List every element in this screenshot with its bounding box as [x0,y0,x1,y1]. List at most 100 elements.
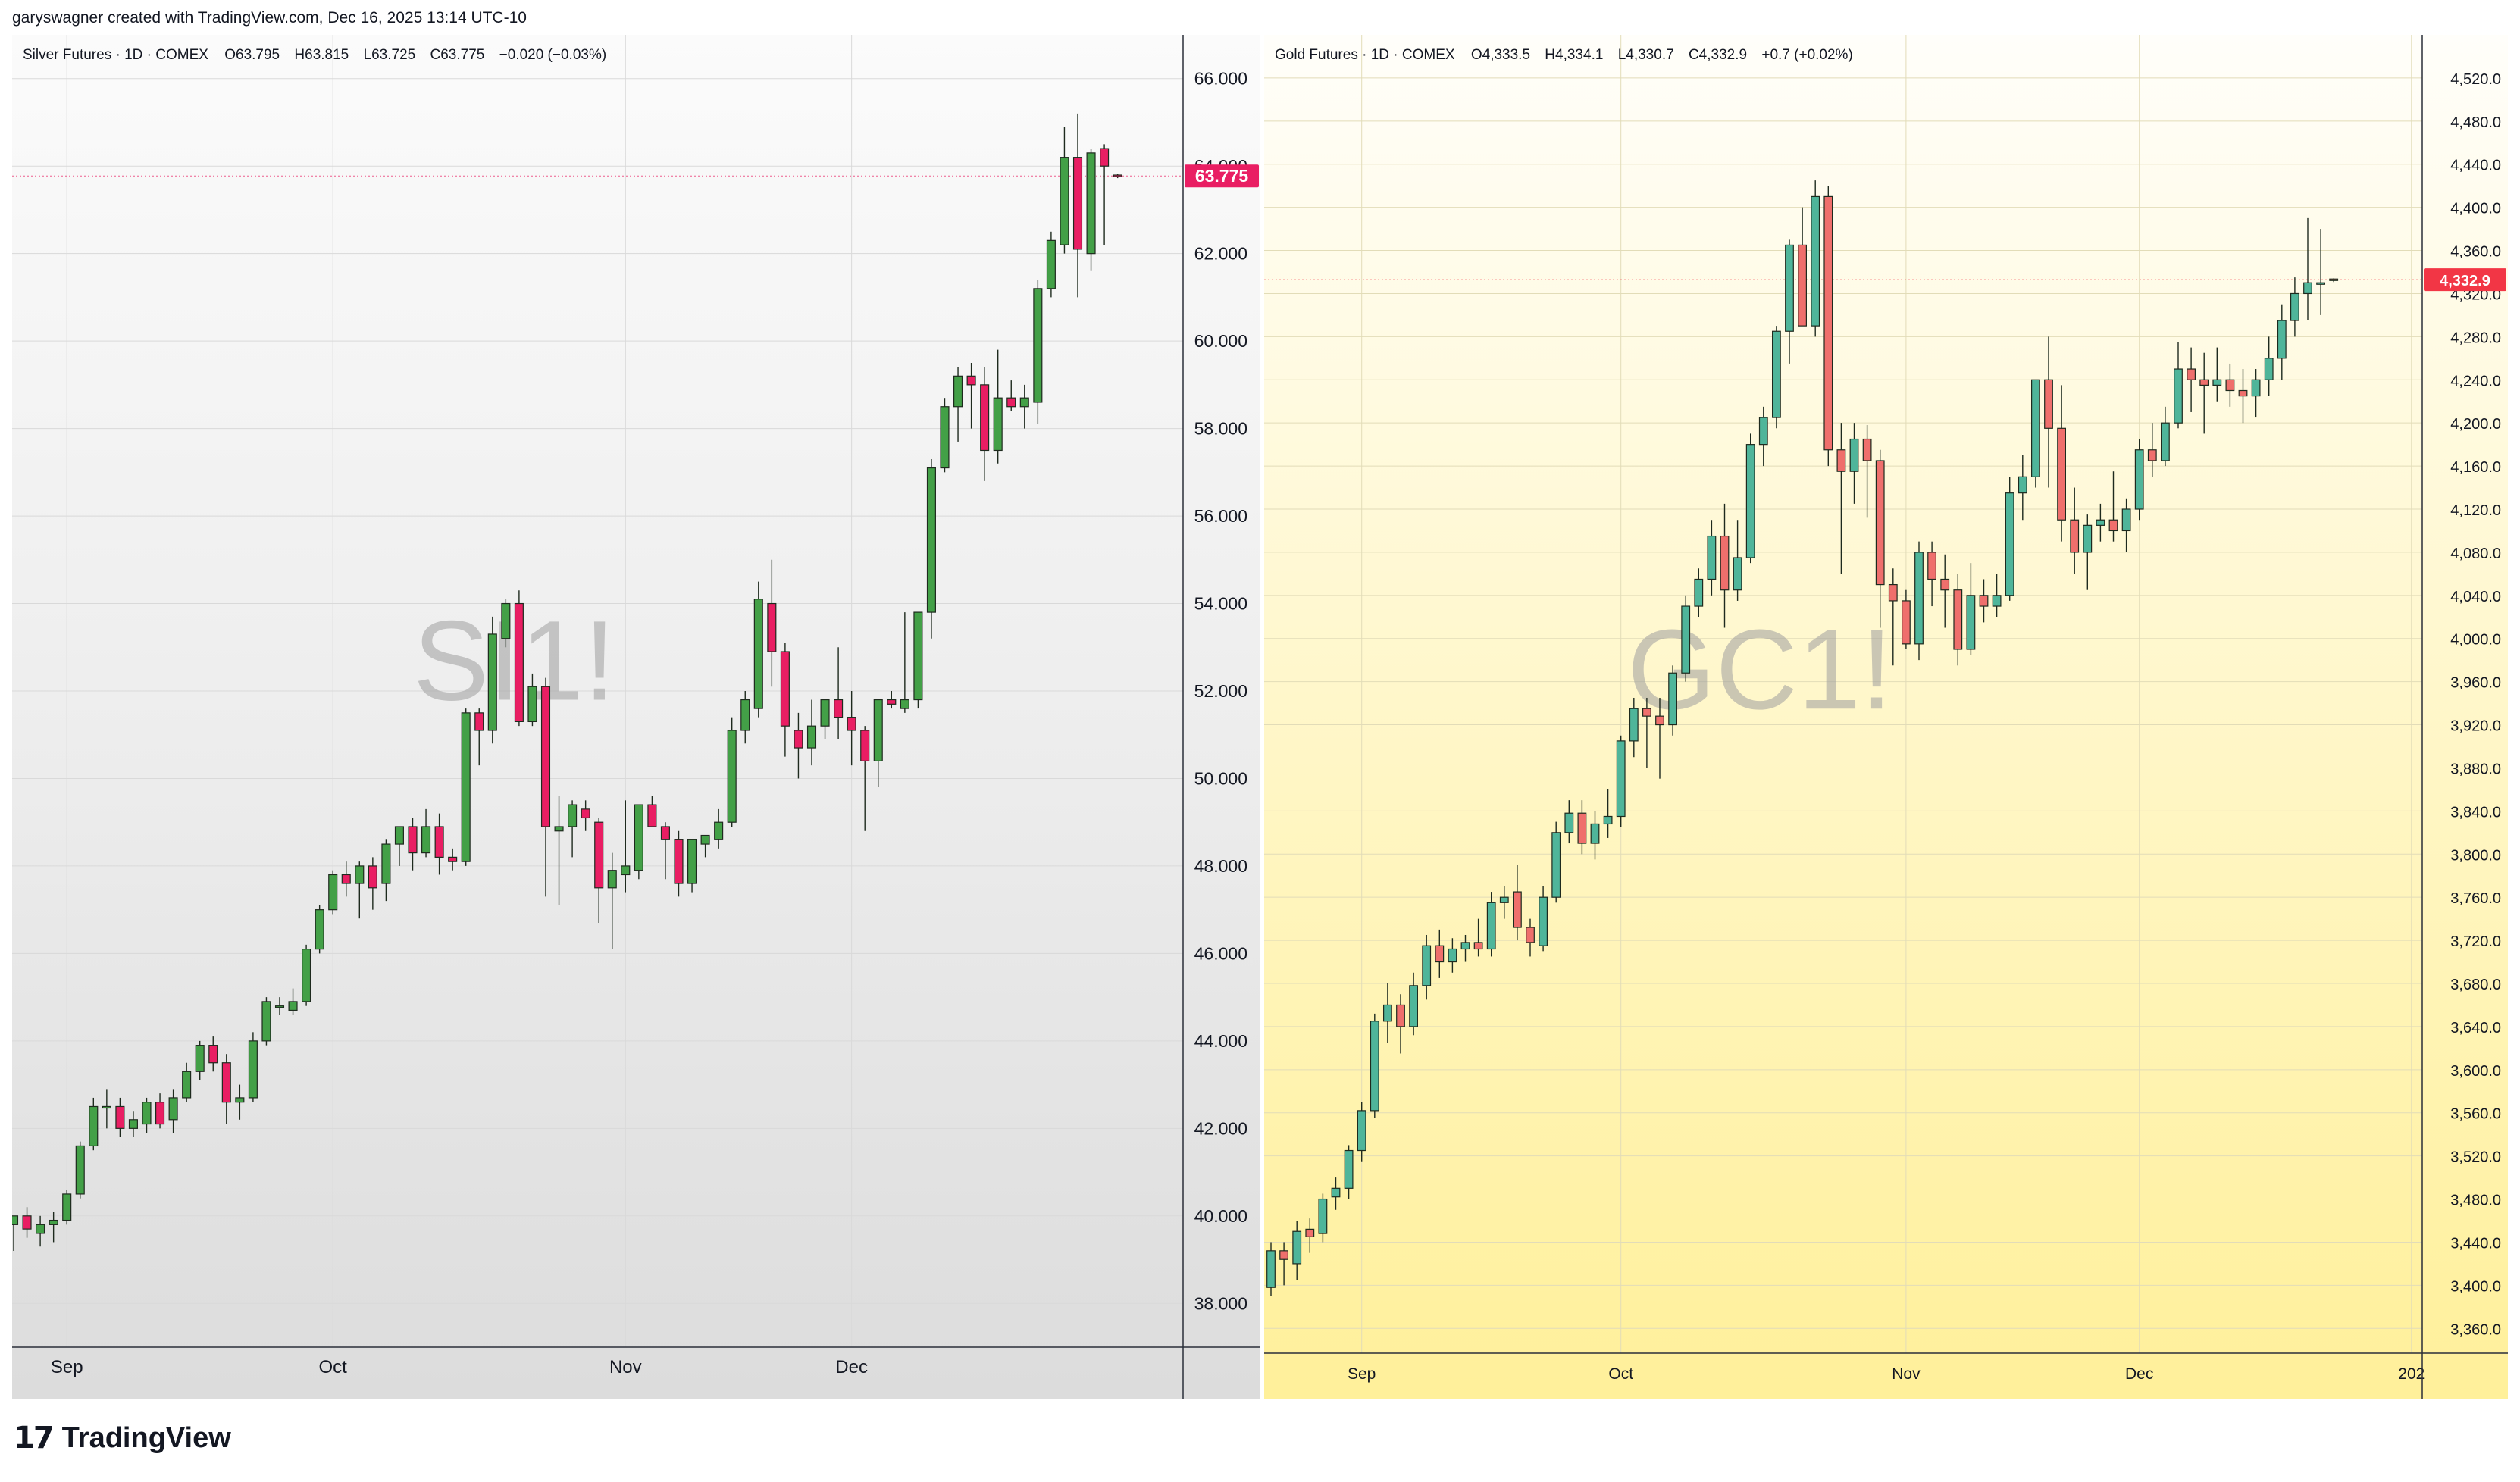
candle-body [1113,174,1122,177]
candle-body [501,602,511,639]
candle-body [1460,942,1470,950]
last-price-label: 4,332.9 [2440,273,2490,289]
gold-chart-svg[interactable]: 3,360.0 3,400.0 3,440.0 3,480.0 3,520.0 3,560… [1264,35,2508,1399]
silver-chart-svg[interactable]: 38.000 40.000 42.000 44.000 46.000 48.000 50.0… [12,35,1260,1399]
candle-body [394,826,404,845]
candle-body [248,1040,258,1099]
candle-body [1473,942,1483,950]
candle-body [274,1005,285,1008]
candle-body [381,843,391,884]
candle-body [1279,1250,1289,1260]
candle-body [2083,524,2093,553]
watermark-text: SI1! [413,597,615,724]
candle-body [1745,444,1755,558]
last-price-tag [1185,164,1259,188]
candle-body [887,699,897,705]
candle-body [315,909,324,950]
candle-body [1344,1149,1354,1189]
candle-body [1785,244,1794,332]
candle-body [1072,157,1083,250]
silver-legend-high: H63.815 [294,47,349,63]
candle-body [1901,600,1911,645]
x-tick-label: Oct [319,1357,348,1377]
candle-body [727,730,737,823]
y-tick-label: 4,240.0 [2450,373,2501,389]
candle-body [900,699,909,709]
candle-body [1551,832,1561,898]
y-tick-label: 4,400.0 [2450,201,2501,217]
x-tick-label: Nov [1892,1365,1921,1383]
candle-body [355,865,365,884]
candle-body [2329,278,2339,281]
gold-legend-open: O4,333.5 [1470,47,1531,63]
gold-chart-panel[interactable]: 3,360.0 3,400.0 3,440.0 3,480.0 3,520.0 3,560… [1264,35,2508,1399]
candle-body [1733,557,1742,591]
candle-body [1655,715,1664,726]
candle-body [1798,244,1808,327]
candle-body [1771,330,1781,418]
candle-body [1811,195,1820,327]
candle-body [700,834,710,845]
gold-legend: Gold Futures · 1D · COMEX O4,333.5 H4,33… [1275,47,1853,64]
gold-legend-title: Gold Futures · 1D · COMEX [1275,47,1455,63]
candle-body [1396,1004,1405,1027]
candle-body [341,874,351,884]
candle-body [1953,589,1963,650]
candle-body [221,1062,231,1103]
candle-body [2174,368,2183,424]
candle-body [1266,1250,1276,1288]
y-tick-label: 3,800.0 [2450,847,2501,864]
candle-body [540,686,551,827]
candle-body [1616,740,1626,818]
candle-body [2070,519,2080,553]
candle-body [155,1102,165,1125]
candle-body [408,826,418,854]
candle-body [753,599,763,709]
candle-body [182,1071,192,1099]
candle-body [2212,379,2222,386]
y-tick-label: 62.000 [1194,244,1247,264]
silver-chart-panel[interactable]: 38.000 40.000 42.000 44.000 46.000 48.000 50.0… [12,35,1260,1399]
candle-body [2121,508,2131,532]
y-tick-label: 50.000 [1194,768,1247,788]
candle-body [421,826,431,854]
y-tick-label: 40.000 [1194,1206,1247,1226]
candle-body [674,839,684,884]
y-tick-label: 3,560.0 [2450,1106,2501,1123]
y-tick-label: 4,080.0 [2450,546,2501,562]
y-tick-label: 4,280.0 [2450,330,2501,346]
candle-body [208,1045,218,1064]
y-tick-label: 3,480.0 [2450,1193,2501,1209]
candle-body [49,1219,58,1225]
candle-body [2147,449,2157,461]
x-tick-label: Sep [1348,1365,1376,1383]
candle-body [980,384,990,452]
candle-body [1720,535,1730,591]
y-tick-label: 3,840.0 [2450,804,2501,821]
y-tick-label: 46.000 [1194,943,1247,963]
candle-body [2030,379,2040,477]
y-tick-label: 58.000 [1194,419,1247,439]
candle-body [660,826,670,840]
y-tick-label: 48.000 [1194,856,1247,876]
candle-body [634,804,643,871]
candle-body [1435,945,1445,963]
tradingview-logo[interactable]: 17 TradingView [14,1418,231,1458]
gold-legend-high: H4,334.1 [1545,47,1604,63]
candle-body [621,865,631,876]
gold-legend-close: C4,332.9 [1688,47,1748,63]
candle-body [1539,896,1548,946]
candle-body [1512,891,1522,928]
candle-body [1019,397,1029,408]
candle-body [860,730,870,761]
candle-body [847,717,856,731]
candle-body [1086,152,1096,255]
candle-body [1448,948,1457,963]
candle-body [2238,389,2248,397]
candle-body [168,1097,178,1121]
candle-body [1060,157,1069,245]
y-tick-label: 3,640.0 [2450,1020,2501,1036]
y-tick-label: 3,400.0 [2450,1278,2501,1295]
silver-legend-low: L63.725 [363,47,416,63]
candle-body [714,821,724,840]
